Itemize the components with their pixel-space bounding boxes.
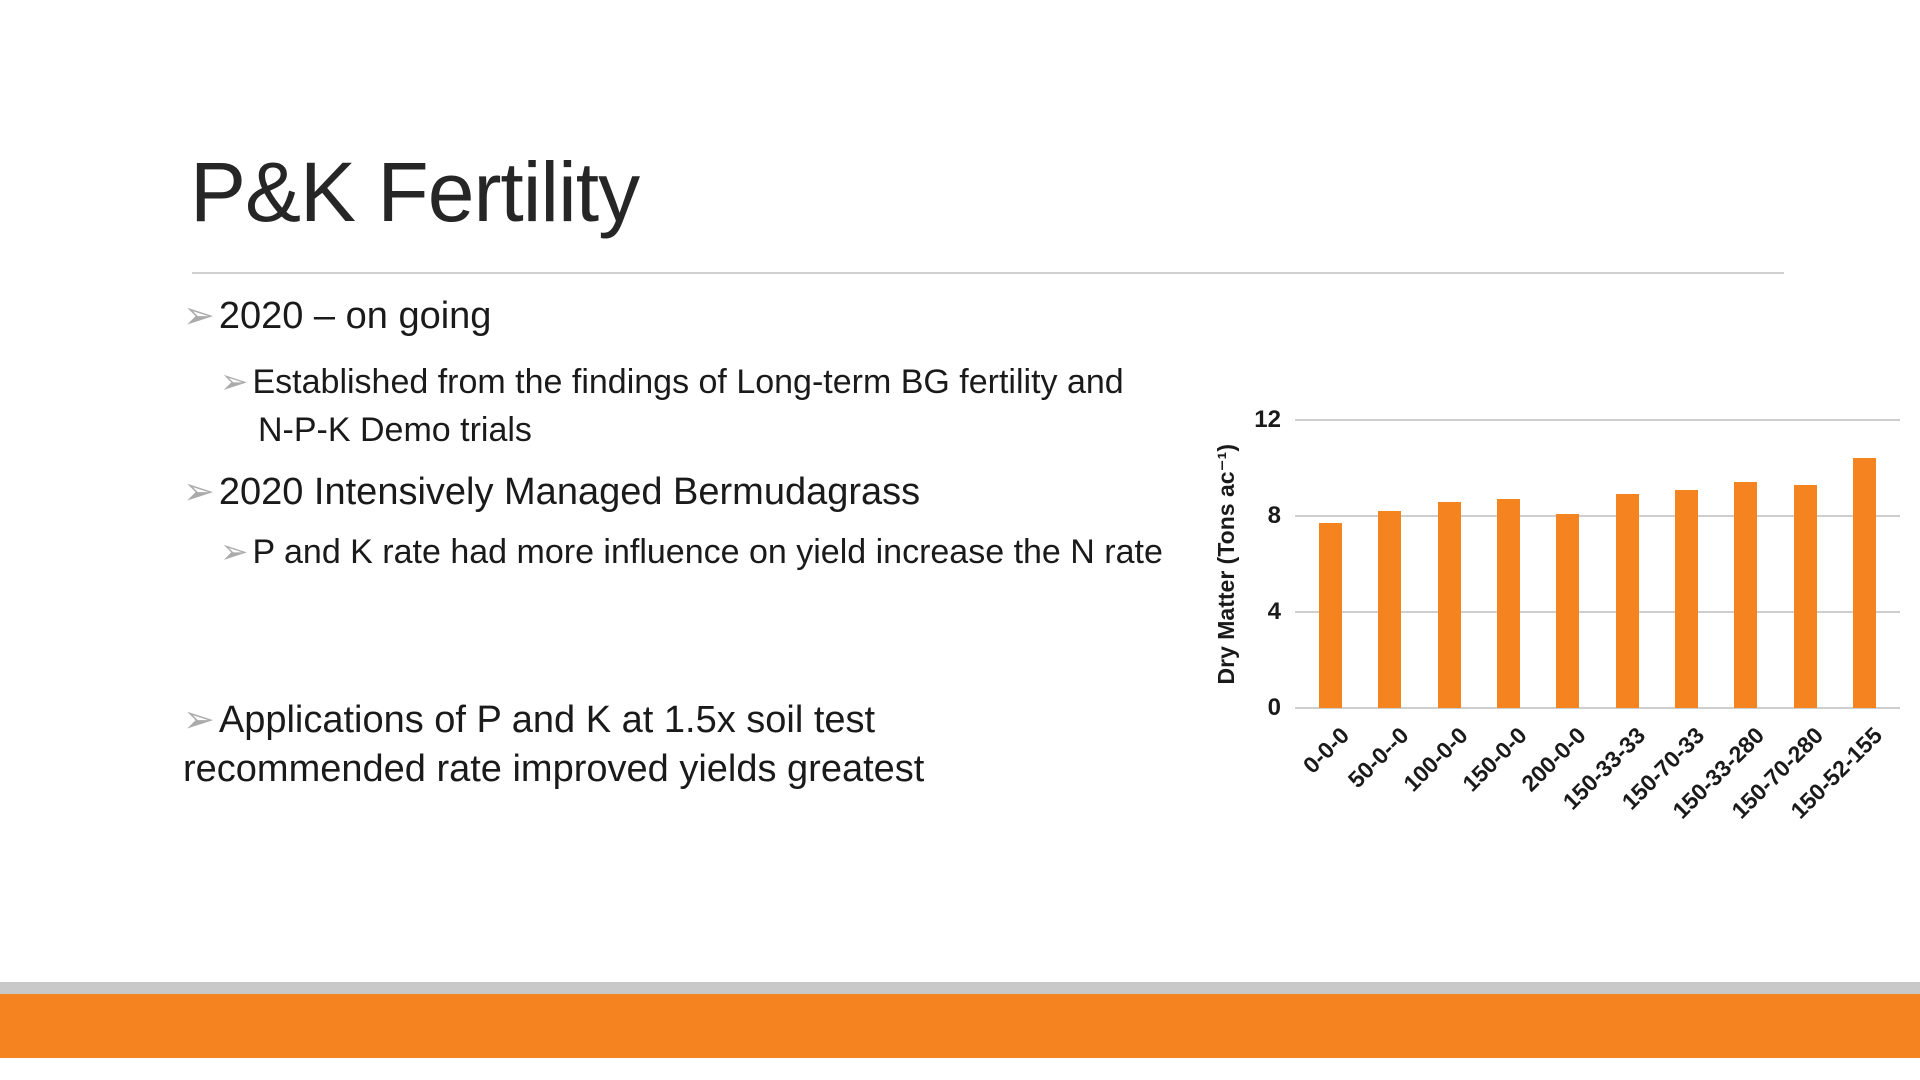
bar-100-0-0 [1437,501,1461,708]
bar-cell [1775,420,1834,708]
footer-gray-bar [0,982,1920,994]
bullet-pk-rate-influence: ➢ P and K rate had more influence on yiel… [220,528,1182,576]
slide-title: P&K Fertility [190,145,640,239]
y-tick-label-0: 0 [1267,694,1281,721]
bullet-text: 2020 Intensively Managed Bermudagrass [218,471,921,513]
bar-150-33-280 [1734,482,1758,708]
chart-gridlines [1295,419,1900,709]
bar-cell [1479,420,1538,708]
arrow-bullet-icon: ➢ [183,699,215,741]
bar-150-70-33 [1674,489,1698,708]
bar-cell [1360,420,1419,708]
arrow-bullet-icon: ➢ [220,363,249,401]
bullet-established-findings: ➢ Established from the findings of Long-t… [220,358,1130,455]
bar-cell [1597,420,1656,708]
bullet-text: 2020 – on going [218,295,492,337]
bar-cell [1835,420,1894,708]
bullet-text: P and K rate had more influence on yield… [252,533,1163,571]
bar-cell [1420,420,1479,708]
x-cell: 150-52-155 [1786,712,1894,842]
bar-150-33-33 [1615,494,1639,708]
gridline-8 [1295,515,1900,517]
y-tick-label-4: 4 [1267,598,1281,625]
bullet-text: Established from the findings of Long-te… [252,363,1124,450]
bar-cell [1657,420,1716,708]
bar-200-0-0 [1556,513,1580,708]
y-tick-label-12: 12 [1254,406,1281,433]
bar-150-52-155 [1852,458,1876,708]
bar-cell [1538,420,1597,708]
y-axis-title-wrap: Dry Matter (Tons ac⁻¹) [1211,420,1241,708]
gridline-4 [1295,611,1900,613]
bullet-text: Applications of P and K at 1.5x soil tes… [183,699,925,791]
bar-150-0-0 [1497,499,1521,708]
arrow-bullet-icon: ➢ [183,295,215,337]
bar-cell [1716,420,1775,708]
gridline-12 [1295,419,1900,421]
bar-chart: 0 4 8 12 0-0-0 50-0--0 100-0-0 150-0-0 200-0-0 1… [1213,406,1920,848]
chart-plot: 0 4 8 12 0-0-0 50-0--0 100-0-0 150-0-0 200-0-0 1… [1213,406,1900,824]
bullet-intensively-managed: ➢ 2020 Intensively Managed Bermudagrass [183,468,920,517]
arrow-bullet-icon: ➢ [220,533,249,571]
arrow-bullet-icon: ➢ [183,471,215,513]
bar-cell [1301,420,1360,708]
bullet-2020-ongoing: ➢ 2020 – on going [183,292,491,341]
y-axis-title: Dry Matter (Tons ac⁻¹) [1212,443,1239,685]
y-tick-label-8: 8 [1267,502,1281,529]
footer-accent-bar [0,994,1920,1058]
bar-50-0--0 [1378,511,1402,708]
chart-y-ticks: 0 4 8 12 [1254,406,1900,721]
bar-150-70-280 [1793,484,1817,708]
bar-0-0-0 [1319,523,1343,708]
title-divider [192,272,1784,274]
bullet-applications-1-5x: ➢ Applications of P and K at 1.5x soil te… [183,696,1083,795]
gridline-0 [1295,707,1900,709]
chart-bars [1295,420,1900,708]
chart-x-labels: 0-0-0 50-0--0 100-0-0 150-0-0 200-0-0 150-33-… [1295,712,1900,842]
